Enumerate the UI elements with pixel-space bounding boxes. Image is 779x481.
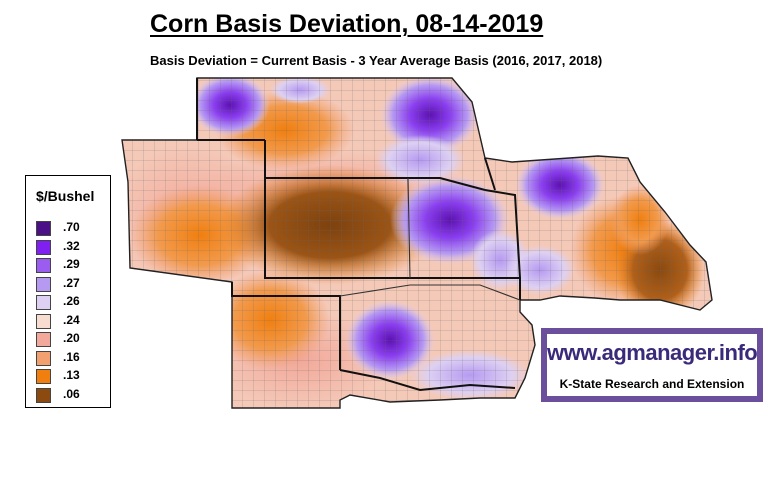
legend-swatch bbox=[36, 295, 51, 310]
page-title: Corn Basis Deviation, 08-14-2019 bbox=[150, 10, 544, 38]
logo-inner: www.agmanager.info K-State Research and … bbox=[547, 334, 758, 396]
legend-label: .70 bbox=[63, 220, 80, 234]
legend-label: .16 bbox=[63, 349, 80, 364]
legend-label: .29 bbox=[63, 257, 80, 271]
legend-swatch bbox=[36, 369, 51, 384]
legend-swatch bbox=[36, 276, 51, 292]
legend-swatch bbox=[36, 258, 51, 273]
legend-label: .26 bbox=[63, 294, 80, 308]
legend-label: .06 bbox=[63, 386, 80, 401]
legend-swatch bbox=[36, 239, 51, 255]
legend-label: .32 bbox=[63, 238, 80, 253]
legend-swatch bbox=[36, 332, 51, 347]
page-subtitle: Basis Deviation = Current Basis - 3 Year… bbox=[150, 53, 603, 68]
legend-swatch bbox=[36, 313, 51, 329]
legend-title: $/Bushel bbox=[36, 188, 95, 204]
logo-url: www.agmanager.info bbox=[547, 340, 758, 365]
legend-swatch bbox=[36, 350, 51, 366]
legend-swatch bbox=[36, 387, 51, 403]
legend-label: .27 bbox=[63, 275, 80, 290]
agmanager-logo[interactable]: www.agmanager.info K-State Research and … bbox=[541, 328, 763, 402]
map-legend: $/Bushel .70 .32 .29 .27 .26 .24 .20 .16 .13 .06 bbox=[25, 175, 111, 408]
legend-label: .24 bbox=[63, 312, 80, 327]
logo-tagline: K-State Research and Extension bbox=[559, 377, 745, 391]
legend-label: .20 bbox=[63, 331, 80, 345]
legend-swatch bbox=[36, 221, 51, 236]
legend-label: .13 bbox=[63, 368, 80, 382]
